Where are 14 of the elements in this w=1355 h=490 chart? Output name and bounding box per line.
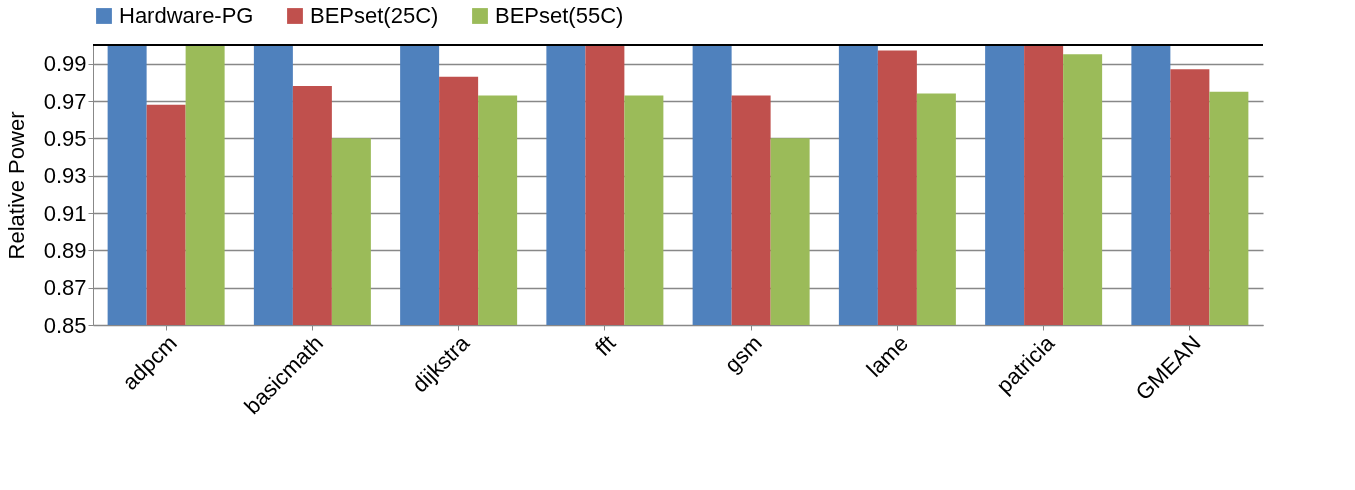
y-axis-title: Relative Power: [3, 111, 29, 260]
x-tick-label: fft: [590, 330, 621, 361]
y-tick-label: 0.97: [43, 88, 87, 114]
y-tick-label: 0.93: [43, 163, 87, 189]
y-tick-label: 0.85: [43, 312, 87, 338]
y-tick-label: 0.99: [43, 51, 87, 77]
y-tick-label: 0.87: [43, 275, 87, 301]
x-tick-label: gsm: [719, 330, 767, 378]
y-tick-label: 0.95: [43, 125, 87, 151]
legend-label: Hardware-PG: [119, 3, 254, 28]
legend-label: BEPset(25C): [310, 3, 439, 28]
legend-label: BEPset(55C): [495, 3, 624, 28]
y-tick-label: 0.91: [43, 200, 87, 226]
y-tick-label: 0.89: [43, 237, 87, 263]
